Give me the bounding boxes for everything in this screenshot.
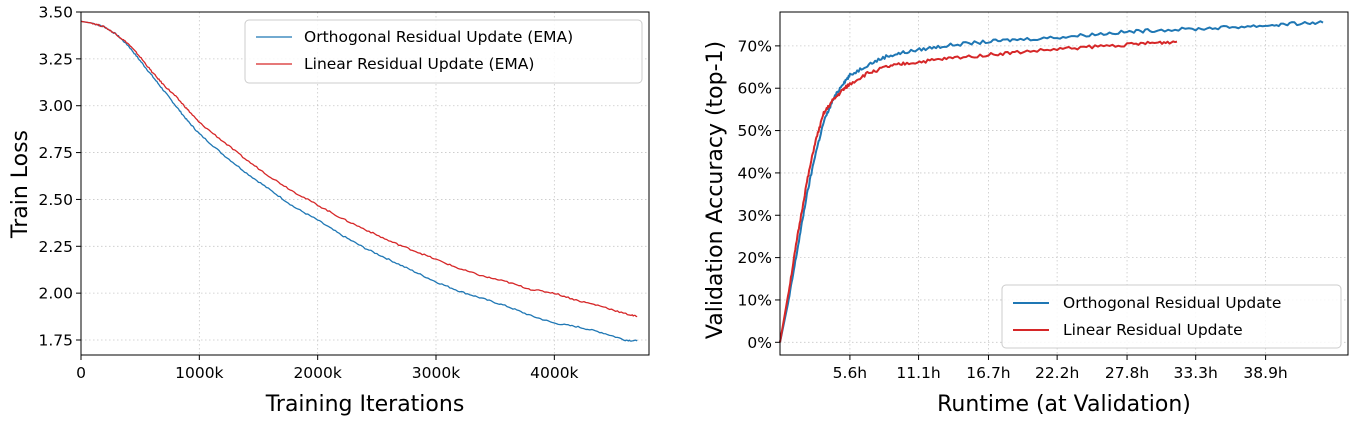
x-tick-label: 1000k [175,364,223,382]
series-lines [779,20,1324,343]
y-tick-label: 40% [738,164,772,182]
y-tick-label: 1.75 [38,332,73,350]
x-tick-label: 33.3h [1174,364,1218,382]
legend-label-orthogonal: Orthogonal Residual Update [1063,294,1281,312]
x-ticks: 0 1000k 2000k 3000k 4000k [76,355,579,382]
y-tick-label: 0% [747,334,772,352]
y-tick-label: 3.00 [38,97,73,115]
x-ticks: 5.6h 11.1h 16.7h 22.2h 27.8h 33.3h 38.9h [833,355,1288,382]
legend-label-linear: Linear Residual Update [1063,321,1243,339]
legend-box [1001,284,1342,349]
y-axis-label: Validation Accuracy (top-1) [703,41,728,339]
x-tick-label: 4000k [530,364,578,382]
legend-box [244,19,643,84]
x-tick-label: 22.2h [1035,364,1079,382]
y-tick-label: 30% [738,207,772,225]
y-tick-label: 70% [738,37,772,55]
legend: Orthogonal Residual Update Linear Residu… [1001,284,1342,349]
y-ticks: 0% 10% 20% 30% 40% 50% 60% 70% [738,37,780,352]
x-tick-label: 5.6h [833,364,867,382]
y-tick-label: 2.75 [38,144,73,162]
y-tick-label: 2.00 [38,285,73,303]
series-lines [80,20,638,342]
series-line-linear [779,40,1178,343]
x-axis-label: Runtime (at Validation) [937,392,1191,417]
y-tick-label: 10% [738,291,772,309]
plot-frame [779,11,1349,356]
y-axis-label: Train Loss [8,130,33,239]
legend-label-orthogonal: Orthogonal Residual Update (EMA) [304,28,573,46]
y-tick-label: 3.50 [38,4,73,22]
series-line-linear [80,20,638,318]
x-tick-label: 11.1h [896,364,940,382]
x-tick-label: 38.9h [1243,364,1287,382]
x-tick-label: 0 [76,364,86,382]
legend-label-linear: Linear Residual Update (EMA) [304,55,534,73]
x-axis-label: Training Iterations [265,392,465,417]
y-tick-label: 2.25 [38,238,73,256]
series-line-orthogonal [779,20,1324,343]
grid [780,12,1348,355]
y-tick-label: 3.25 [38,50,73,68]
validation-accuracy-chart: 5.6h 11.1h 16.7h 22.2h 27.8h 33.3h 38.9h 0% 10%… [703,11,1349,417]
x-tick-label: 16.7h [966,364,1010,382]
y-tick-label: 20% [738,249,772,267]
y-tick-label: 50% [738,122,772,140]
plot-frame [80,11,650,356]
y-ticks: 1.75 2.00 2.25 2.50 2.75 3.00 3.25 3.50 [38,4,81,350]
series-line-orthogonal [80,20,638,342]
legend: Orthogonal Residual Update (EMA) Linear … [244,19,643,84]
y-tick-label: 60% [738,80,772,98]
train-loss-chart: 0 1000k 2000k 3000k 4000k 1.75 2.00 2.25 2.50 2.… [8,4,650,417]
x-tick-label: 3000k [412,364,460,382]
x-tick-label: 2000k [293,364,341,382]
x-tick-label: 27.8h [1105,364,1149,382]
y-tick-label: 2.50 [38,191,73,209]
